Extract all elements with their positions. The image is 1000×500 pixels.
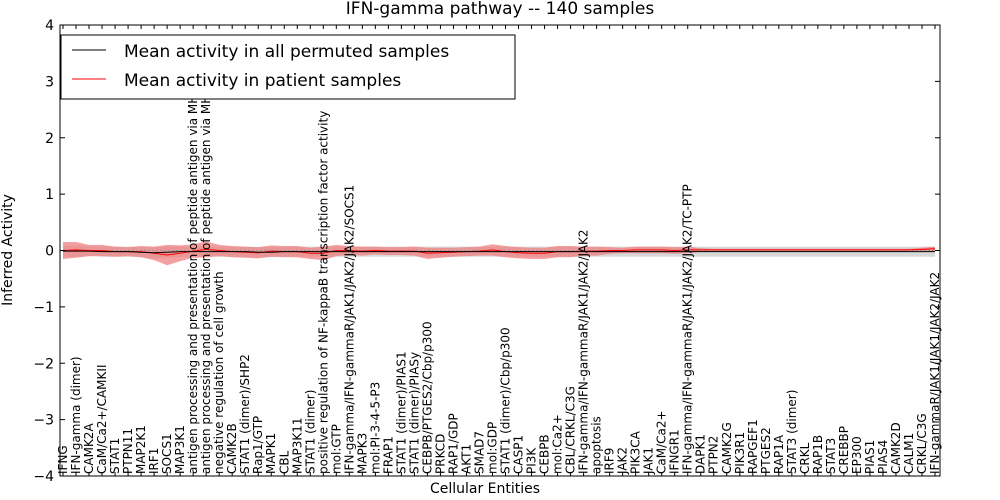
x-tick-label: IFN-gamma/IFN-gammaR/JAK1/JAK2/JAK2/SOCS…	[342, 185, 356, 474]
x-tick-label: PTPN2	[707, 436, 721, 474]
x-tick-label: negative regulation of cell growth	[212, 271, 226, 474]
legend-box	[60, 34, 516, 100]
x-tick-label: PIK3R1	[733, 432, 747, 474]
x-tick-label: STAT3 (dimer)	[785, 390, 799, 474]
y-axis: −4 −3 −2 −1 0 1 2 3 4	[33, 18, 940, 485]
x-tick-label: PTGES2	[759, 427, 773, 474]
x-tick-label: RAP1B	[811, 435, 825, 474]
x-tick-label: IRF9	[603, 448, 617, 474]
x-tick-label: CRKL	[798, 442, 812, 474]
x-tick-label: STAT1 (dimer)	[303, 390, 317, 474]
x-tick-label: STAT1	[108, 438, 122, 474]
x-tick-label: mol:PI-3-4-5-P3	[368, 382, 382, 474]
x-tick-label: antigen processing and presentation of p…	[186, 45, 200, 474]
x-tick-label: JAK2	[616, 447, 630, 475]
x-tick-label: FRAP1	[381, 436, 395, 474]
y-tick-label: −4	[33, 469, 54, 485]
plot-area: IFNG IFN-gamma (dimer) CAMK2A CaM/Ca2+/CAMK…	[56, 42, 942, 475]
x-axis-label: Cellular Entities	[430, 481, 540, 497]
x-tick-label: CAMK2G	[720, 422, 734, 474]
x-tick-label: MAP3K1	[173, 425, 187, 474]
x-tick-label: PRKCD	[433, 434, 447, 474]
y-tick-label: 0	[45, 244, 54, 260]
patient-confidence-band	[63, 241, 935, 266]
x-tick-label: IFN-gamma/IFN-gammaR/JAK1/JAK2/JAK2	[577, 229, 591, 474]
x-tick-label: CASP1	[512, 435, 526, 474]
x-tick-label: IFN-gamma (dimer)	[69, 356, 83, 474]
x-tick-labels: IFNG IFN-gamma (dimer) CAMK2A CaM/Ca2+/CAMK…	[56, 42, 942, 475]
x-tick-label: CEBPB	[538, 434, 552, 474]
patient-mean-line	[62, 248, 936, 256]
permuted-mean-line	[63, 250, 935, 254]
y-tick-label: −3	[33, 413, 54, 429]
x-tick-label: CALM1	[902, 433, 916, 474]
legend: Mean activity in all permuted samples Me…	[60, 34, 516, 100]
x-tick-label: MAPK3	[355, 433, 369, 474]
x-tick-label: STAT1 (dimer)/Cbp/p300	[499, 327, 513, 474]
x-tick-label: CAMK2D	[889, 422, 903, 474]
y-tick-label: 3	[45, 74, 54, 90]
y-axis-label: Inferred Activity	[0, 194, 16, 306]
x-tick-label: mol:GTP	[329, 424, 343, 474]
x-tick-label: SOCS1	[160, 433, 174, 474]
x-tick-label: antigen processing and presentation of p…	[199, 42, 213, 474]
x-tick-label: PIAS1	[863, 440, 877, 474]
x-tick-label: CaM/Ca2+/CAMKII	[95, 365, 109, 474]
y-tick-label: −1	[33, 300, 54, 316]
x-tick-label: STAT3	[824, 438, 838, 474]
x-tick-label: RAP1/GDP	[446, 413, 460, 474]
x-tick-label: STAT1 (dimer)/PIAS1	[394, 351, 408, 474]
y-tick-label: −2	[33, 356, 54, 372]
x-tick-label: PIK3CA	[629, 430, 643, 474]
x-tick-label: MAPK1	[264, 433, 278, 474]
legend-label-permuted: Mean activity in all permuted samples	[124, 42, 449, 62]
x-tick-label: EP300	[850, 436, 864, 474]
y-tick-label: 4	[45, 18, 54, 34]
x-tick-label: CaM/Ca2+	[655, 410, 669, 474]
x-tick-label: AKT1	[460, 444, 474, 474]
x-tick-label: IRF1	[147, 448, 161, 474]
x-tick-label: IFN-gamma/IFN-gammaR/JAK1/JAK2/JAK2/TC-P…	[681, 184, 695, 474]
x-tick-label: Rap1/GTP	[251, 416, 265, 474]
x-tick-label: JAK1	[642, 447, 656, 475]
x-tick-label: PTPN11	[121, 428, 135, 474]
x-tick-label: CRKL/C3G	[915, 413, 929, 474]
chart-title: IFN-gamma pathway -- 140 samples	[346, 0, 655, 19]
x-tick-label: PI3K	[525, 447, 539, 474]
legend-label-patient: Mean activity in patient samples	[124, 71, 401, 91]
x-tick-label: IFNG	[56, 445, 70, 474]
x-tick-label: RAPGEF1	[746, 419, 760, 474]
x-tick-label: CEBPB/PTGES2/Cbp/p300	[420, 321, 434, 474]
x-tick-label: apoptosis	[590, 416, 604, 474]
x-tick-label: SMAD7	[473, 431, 487, 474]
x-tick-label: mol:GDP	[486, 422, 500, 474]
x-tick-label: CAMK2B	[225, 423, 239, 474]
x-tick-label: IFNGR1	[668, 429, 682, 474]
x-tick-label: MAP3K11	[290, 417, 304, 474]
x-tick-label: MAP2K1	[134, 425, 148, 474]
x-tick-label: CREBBP	[837, 426, 851, 474]
x-tick-label: CBL/CRKL/C3G	[564, 386, 578, 474]
x-tick-label: CAMK2A	[82, 423, 96, 474]
y-tick-label: 1	[45, 187, 54, 203]
x-tick-label: mol:Ca2+	[551, 414, 565, 474]
x-tick-label: RAP1A	[772, 434, 786, 474]
x-tick-label: IFN-gammaR/JAK1/JAK1/JAK2/JAK2	[928, 272, 942, 474]
x-tick-label: DAPK1	[694, 434, 708, 474]
y-tick-label: 2	[45, 131, 54, 147]
x-axis-ticks	[62, 25, 936, 476]
x-tick-label: positive regulation of NF-kappaB transcr…	[316, 111, 330, 474]
x-tick-label: PIAS4	[876, 440, 890, 474]
x-tick-label: STAT1 (dimer)/PIASy	[407, 352, 421, 474]
x-tick-label: STAT1 (dimer)/SHP2	[238, 354, 252, 474]
x-tick-label: CBL	[277, 450, 291, 474]
